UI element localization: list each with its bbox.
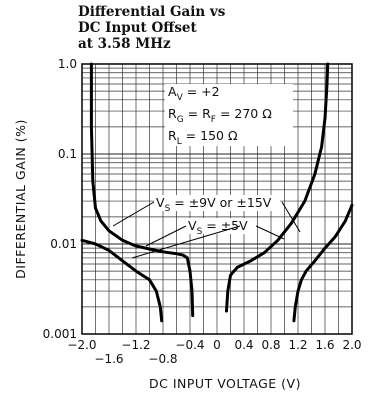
series-line-vs-low bbox=[292, 203, 354, 323]
x-tick-label: 2.0 bbox=[342, 338, 361, 352]
y-tick-label: 0.01 bbox=[50, 237, 77, 251]
y-tick-label: 1.0 bbox=[58, 57, 77, 71]
annotation-leaders bbox=[112, 201, 301, 259]
annotation-background bbox=[154, 195, 280, 211]
y-axis-label: DIFFERENTIAL GAIN (%) bbox=[13, 119, 28, 279]
x-tick-label: 1.2 bbox=[288, 338, 307, 352]
series-layer bbox=[80, 62, 354, 323]
series-line-vs-low bbox=[80, 238, 164, 323]
x-tick-label: 0.8 bbox=[261, 338, 280, 352]
chart-title-line: at 3.58 MHz bbox=[78, 36, 171, 52]
annotation-background bbox=[186, 218, 256, 234]
chart-title-line: Differential Gain vs bbox=[78, 4, 226, 20]
x-tick-label: −0.4 bbox=[175, 338, 204, 352]
leader-line bbox=[145, 225, 187, 247]
chart-title-line: DC Input Offset bbox=[78, 20, 197, 36]
x-tick-label: −2.0 bbox=[67, 338, 96, 352]
plot-frame bbox=[81, 63, 353, 335]
leader-line bbox=[112, 201, 155, 227]
grid bbox=[82, 64, 352, 334]
leader-line bbox=[281, 201, 301, 233]
leader-line bbox=[255, 225, 285, 240]
condition-rg-rf: RG = RF = 270 Ω bbox=[168, 106, 272, 125]
tick-labels: −2.0 −1.2 −0.4 0 0.4 0.8 1.2 1.6 2.0 −1.6 −0.8 1.0 0… bbox=[43, 57, 362, 366]
annotation-vs-low: VS = ±5V bbox=[188, 218, 248, 237]
x-tick-label: 0.4 bbox=[234, 338, 253, 352]
annotation-vs-high: VS = ±9V or ±15V bbox=[156, 195, 272, 214]
series-line-vs-high bbox=[225, 62, 330, 313]
condition-background bbox=[165, 84, 293, 146]
leader-line bbox=[131, 225, 241, 259]
x-tick-label: 0 bbox=[213, 338, 221, 352]
condition-rl: RL = 150 Ω bbox=[168, 128, 238, 147]
x-tick-label: 1.6 bbox=[315, 338, 334, 352]
y-tick-label: 0.1 bbox=[58, 147, 77, 161]
y-tick-label: 0.001 bbox=[43, 327, 77, 341]
series-line-vs-high bbox=[89, 62, 195, 318]
x-tick-label: −1.6 bbox=[94, 352, 123, 366]
x-tick-label: −0.8 bbox=[148, 352, 177, 366]
condition-av: AV = +2 bbox=[168, 84, 220, 103]
x-axis-label: DC INPUT VOLTAGE (V) bbox=[149, 376, 301, 391]
chart-title: Differential Gain vs DC Input Offset at … bbox=[78, 4, 225, 52]
x-tick-label: −1.2 bbox=[121, 338, 150, 352]
